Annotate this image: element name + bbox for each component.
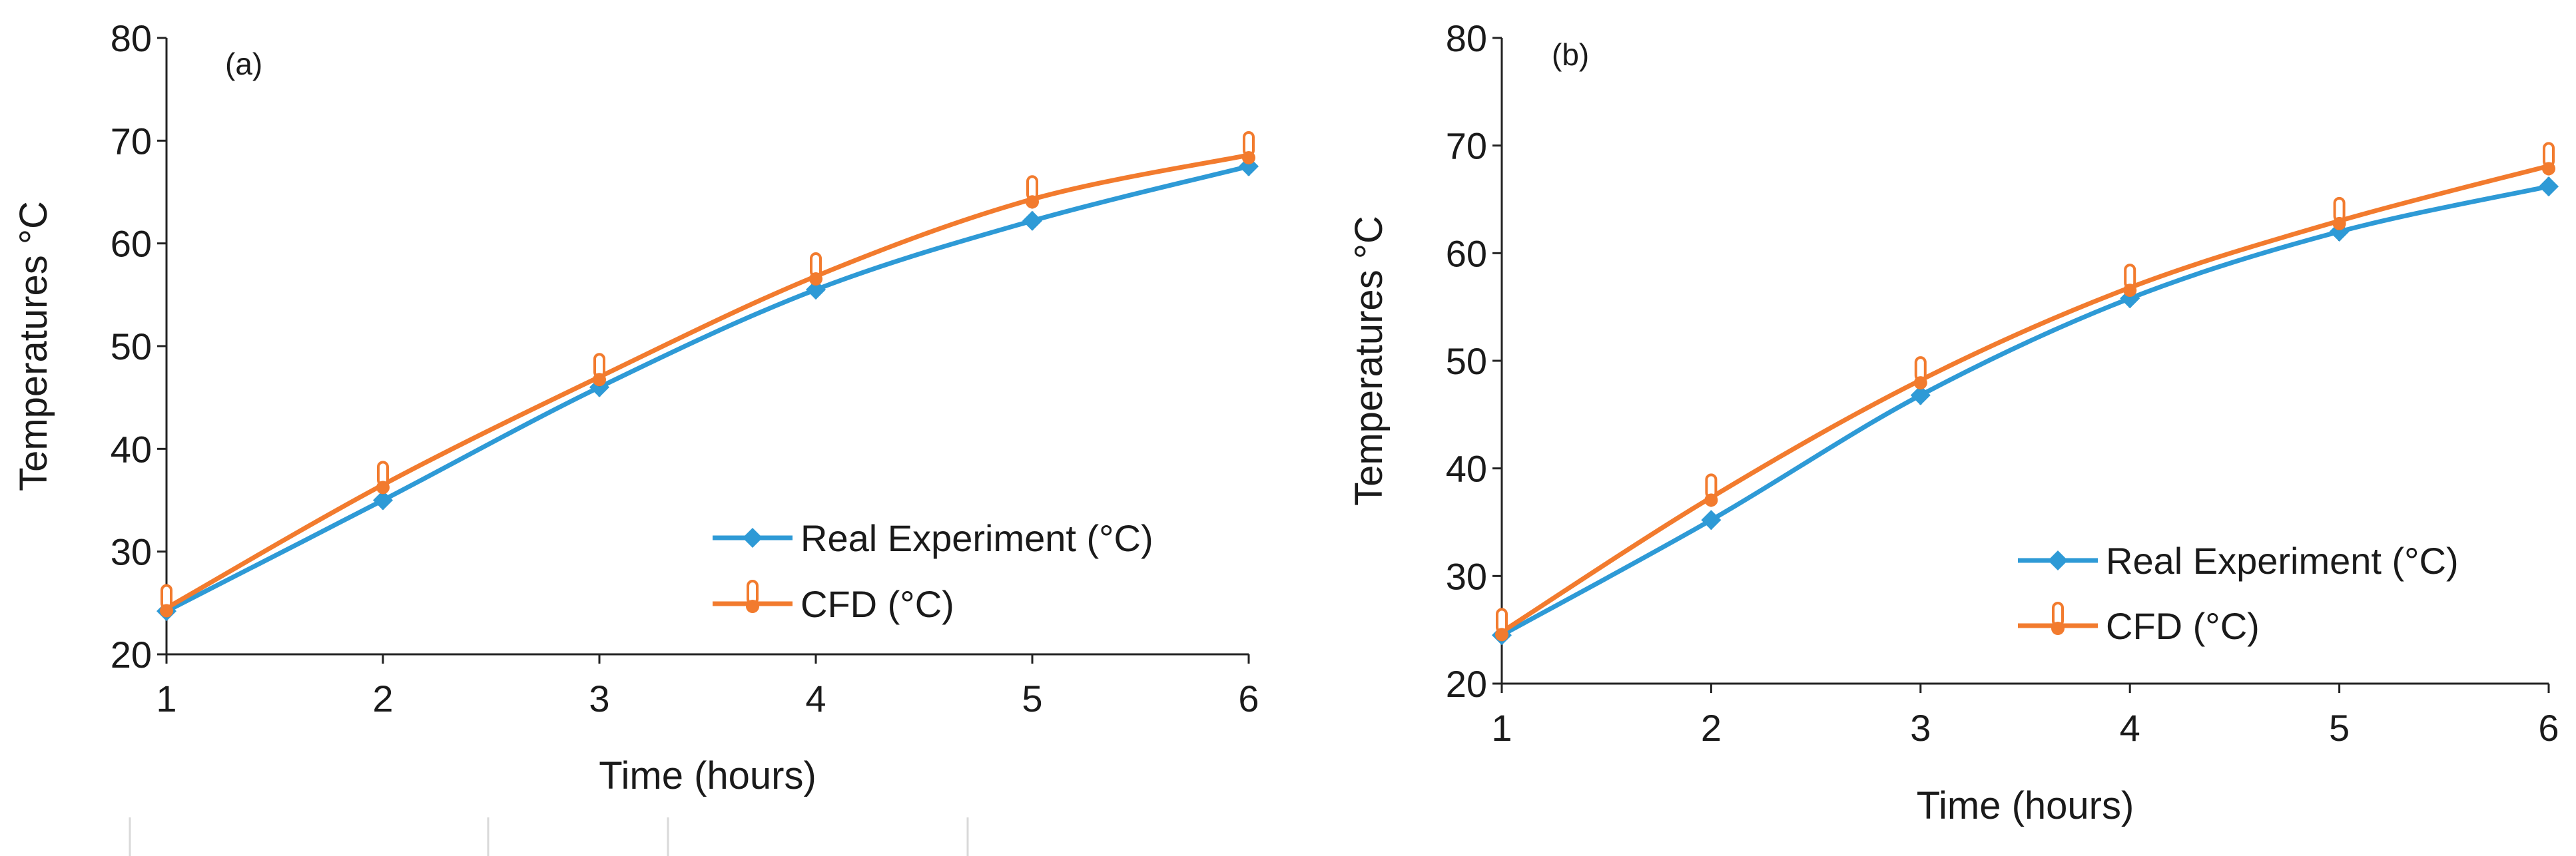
y-tick-label: 50 <box>111 325 152 367</box>
x-tick-label: 2 <box>1701 707 1722 749</box>
y-tick-label: 80 <box>111 17 152 59</box>
x-tick-label: 4 <box>2120 707 2140 749</box>
chart-panel-a: 20 30 40 50 60 70 80 1 2 3 4 5 6 Time (hours) Temperat… <box>12 17 1259 797</box>
legend-marker <box>2051 602 2065 635</box>
x-tick-label: 4 <box>805 678 826 720</box>
x-tick-label: 3 <box>1910 707 1931 749</box>
chart-panel-b: 20 30 40 50 60 70 80 1 2 3 4 5 6 Time (hours) Temperat… <box>1347 17 2559 827</box>
x-axis-title: Time (hours) <box>1917 784 2134 827</box>
data-point <box>2539 176 2559 197</box>
data-point <box>373 490 393 511</box>
legend-marker <box>746 580 759 613</box>
data-point <box>2332 196 2346 230</box>
legend-label: Real Experiment (°C) <box>801 517 1153 559</box>
data-point <box>593 353 606 387</box>
bottom-divider-lines <box>129 817 969 856</box>
x-tick-label: 1 <box>156 678 176 720</box>
y-tick-label: 30 <box>1446 555 1487 597</box>
data-point <box>160 584 173 618</box>
y-tick-label: 70 <box>111 120 152 162</box>
y-tick-label: 20 <box>1446 663 1487 705</box>
x-tick-label: 5 <box>1022 678 1042 720</box>
y-tick-label: 40 <box>111 428 152 470</box>
legend-marker <box>743 528 763 548</box>
data-point <box>1701 510 1722 531</box>
y-tick-label: 20 <box>111 634 152 676</box>
panel-label: (a) <box>225 47 262 81</box>
y-tick-label: 50 <box>1446 340 1487 382</box>
legend-label: Real Experiment (°C) <box>2106 540 2459 582</box>
y-tick-label: 60 <box>1446 232 1487 274</box>
data-point <box>2542 142 2555 176</box>
legend-marker <box>2048 550 2068 570</box>
data-point <box>1495 608 1508 642</box>
y-axis-title: Temperatures °C <box>1347 216 1391 506</box>
data-point <box>806 280 826 300</box>
y-tick-label: 80 <box>1446 17 1487 59</box>
x-tick-label: 5 <box>2329 707 2350 749</box>
y-tick-label: 60 <box>111 223 152 265</box>
data-point <box>1242 130 1255 164</box>
y-tick-label: 70 <box>1446 125 1487 167</box>
data-point <box>1910 385 1931 405</box>
x-tick-label: 1 <box>1491 707 1512 749</box>
x-tick-label: 2 <box>372 678 393 720</box>
y-tick-label: 40 <box>1446 448 1487 490</box>
series-line <box>164 152 1251 611</box>
y-axis-title: Temperatures °C <box>12 201 55 491</box>
series-line <box>164 164 1251 614</box>
data-point <box>1026 175 1039 209</box>
legend-label: CFD (°C) <box>801 583 954 625</box>
data-point <box>2123 264 2137 298</box>
y-tick-label: 30 <box>111 531 152 573</box>
x-tick-label: 6 <box>1238 678 1259 720</box>
data-point <box>1022 210 1042 231</box>
data-point <box>809 252 822 286</box>
x-axis-title: Time (hours) <box>599 754 816 797</box>
series-line <box>1499 163 2551 634</box>
data-point <box>1913 356 1927 390</box>
series-line <box>1499 184 2551 638</box>
x-tick-label: 3 <box>589 678 609 720</box>
legend-label: CFD (°C) <box>2106 605 2260 647</box>
x-tick-label: 6 <box>2538 707 2559 749</box>
data-point <box>1704 473 1718 507</box>
data-point <box>376 461 390 495</box>
panel-label: (b) <box>1552 37 1589 72</box>
